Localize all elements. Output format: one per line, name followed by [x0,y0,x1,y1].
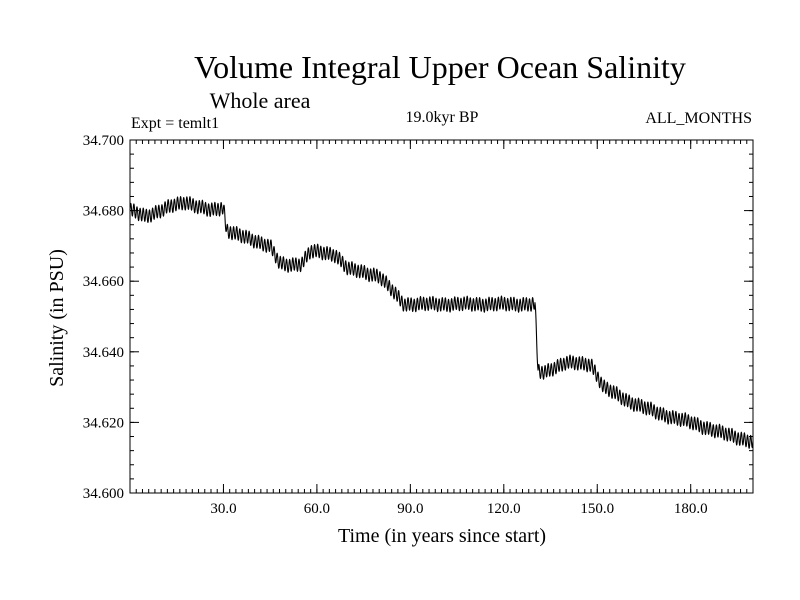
salinity-series-line [129,196,754,449]
y-tick-label: 34.680 [83,204,124,220]
x-tick-label: 30.0 [210,501,236,517]
y-tick-label: 34.640 [83,345,124,361]
x-tick-label: 90.0 [397,501,423,517]
x-tick-label: 150.0 [580,501,614,517]
y-tick-label: 34.660 [83,274,124,290]
y-tick-label: 34.700 [83,133,124,149]
chart-subtitle: Whole area [210,88,311,113]
chart-title: Volume Integral Upper Ocean Salinity [194,49,686,85]
x-tick-label: 120.0 [487,501,521,517]
x-tick-label: 60.0 [304,501,330,517]
y-tick-label: 34.620 [83,415,124,431]
plot-area: 30.0 60.0 90.0 120.0 150.0 180.0 34.600 34.620 3… [83,133,754,517]
x-axis-label: Time (in years since start) [338,525,546,547]
x-tick-label: 180.0 [674,501,708,517]
experiment-label: Expt = temlt1 [131,115,219,132]
plot-frame [129,139,754,494]
months-label: ALL_MONTHS [645,110,752,127]
y-axis-label: Salinity (in PSU) [46,249,68,387]
y-tick-label: 34.600 [83,486,124,502]
period-label: 19.0kyr BP [406,109,479,126]
